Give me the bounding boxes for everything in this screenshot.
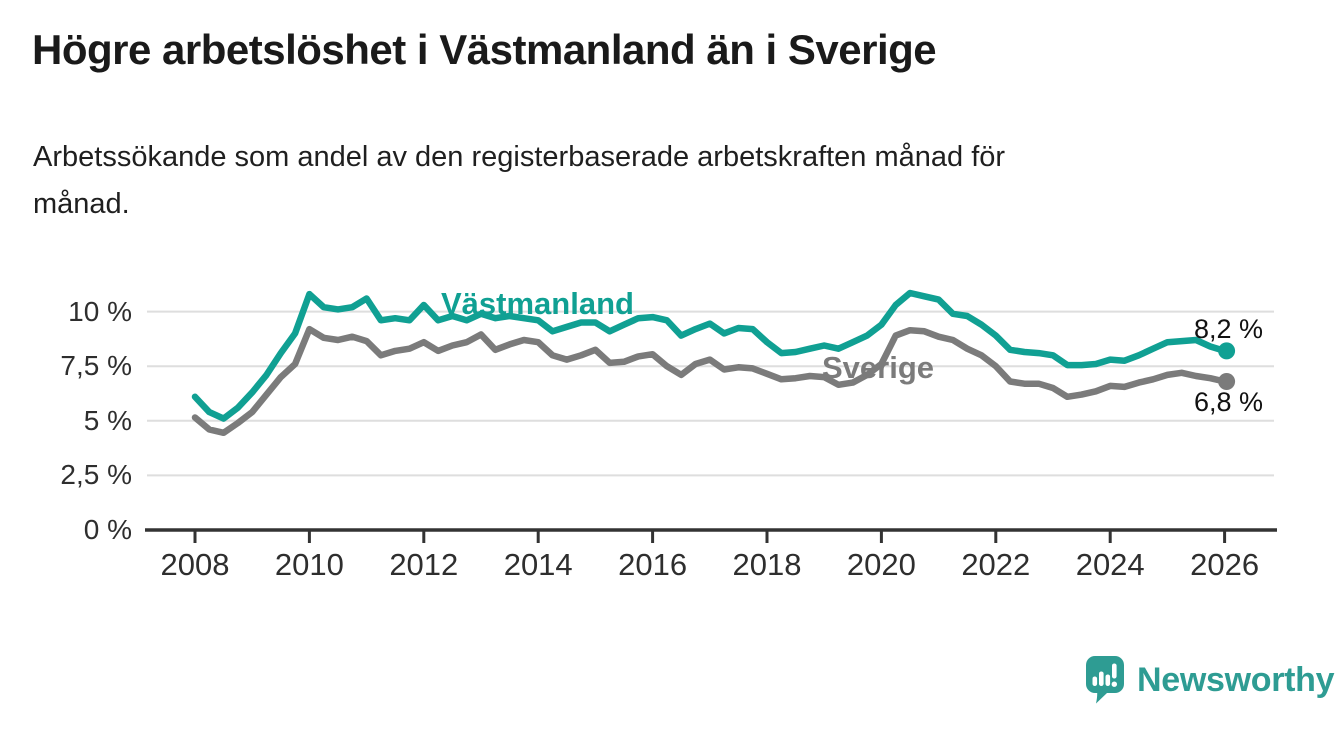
x-tick-label: 2020 (846, 547, 916, 582)
x-tick-label: 2026 (1190, 547, 1260, 582)
chart-title: Högre arbetslöshet i Västmanland än i Sv… (32, 26, 937, 73)
series-label-vastmanland: Västmanland (441, 286, 634, 321)
vastmanland-end-dot (1218, 342, 1236, 360)
sverige-end-dot (1218, 372, 1236, 390)
end-value-label-sverige: 6,8 % (1194, 387, 1264, 417)
x-tick-label: 2008 (160, 547, 230, 582)
newsworthy-bubble-chart-icon (1086, 656, 1124, 704)
x-tick-label: 2018 (732, 547, 802, 582)
x-tick-label: 2016 (618, 547, 688, 582)
vastmanland-line (191, 289, 1228, 422)
x-tick-label: 2012 (389, 547, 459, 582)
y-tick-label: 7,5 % (60, 350, 132, 382)
series-label-sverige: Sverige (822, 350, 935, 385)
x-tick-label: 2010 (274, 547, 344, 582)
chart-subtitle-line1: Arbetssökande som andel av den registerb… (33, 141, 1006, 173)
y-tick-label: 2,5 % (60, 459, 132, 491)
chart-subtitle-line2: månad. (33, 188, 130, 220)
end-value-label-vastmanland: 8,2 % (1194, 314, 1264, 344)
newsworthy-logo-text: Newsworthy (1137, 660, 1335, 699)
x-tick-label: 2024 (1075, 547, 1145, 582)
sverige-line (191, 325, 1228, 437)
chart-subtitle: Arbetssökande som andel av den registerb… (33, 134, 1005, 228)
x-tick-label: 2022 (961, 547, 1031, 582)
newsworthy-logo: Newsworthy (1086, 656, 1335, 704)
y-tick-label: 5 % (83, 404, 132, 436)
y-tick-label: 0 % (83, 514, 132, 545)
x-tick-label: 2014 (503, 547, 573, 582)
y-tick-label: 10 % (68, 295, 132, 327)
